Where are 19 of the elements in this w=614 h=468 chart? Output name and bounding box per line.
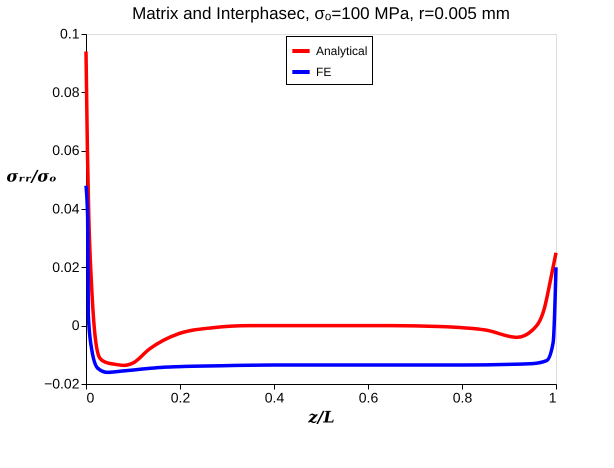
legend-label: Analytical (316, 44, 368, 58)
x-tick-label: 0.4 (264, 390, 284, 406)
y-axis-title: σᵣᵣ/σₒ (6, 166, 57, 186)
legend-label: FE (316, 65, 332, 79)
x-tick-label: 0 (86, 390, 94, 406)
y-tick-label: 0.08 (52, 84, 80, 100)
y-tick-label: −0.02 (44, 376, 80, 392)
y-tick-label: 0.04 (52, 200, 80, 216)
y-tick-label: 0.02 (52, 258, 80, 275)
y-tick-label: 0.06 (52, 142, 80, 158)
x-tick-label: 0.8 (452, 390, 472, 406)
x-tick-label: 0.6 (358, 390, 378, 406)
y-tick-label: 0.1 (60, 26, 80, 42)
line-series (84, 184, 558, 374)
y-tick-label: 0 (72, 317, 80, 334)
x-tick-label: 0.2 (170, 390, 190, 406)
chart-title: Matrix and Interphasec, σₒ=100 MPa, r=0.005 mm (132, 4, 510, 23)
x-axis-title: z/L (307, 408, 335, 426)
x-tick-label: 1 (548, 390, 557, 406)
